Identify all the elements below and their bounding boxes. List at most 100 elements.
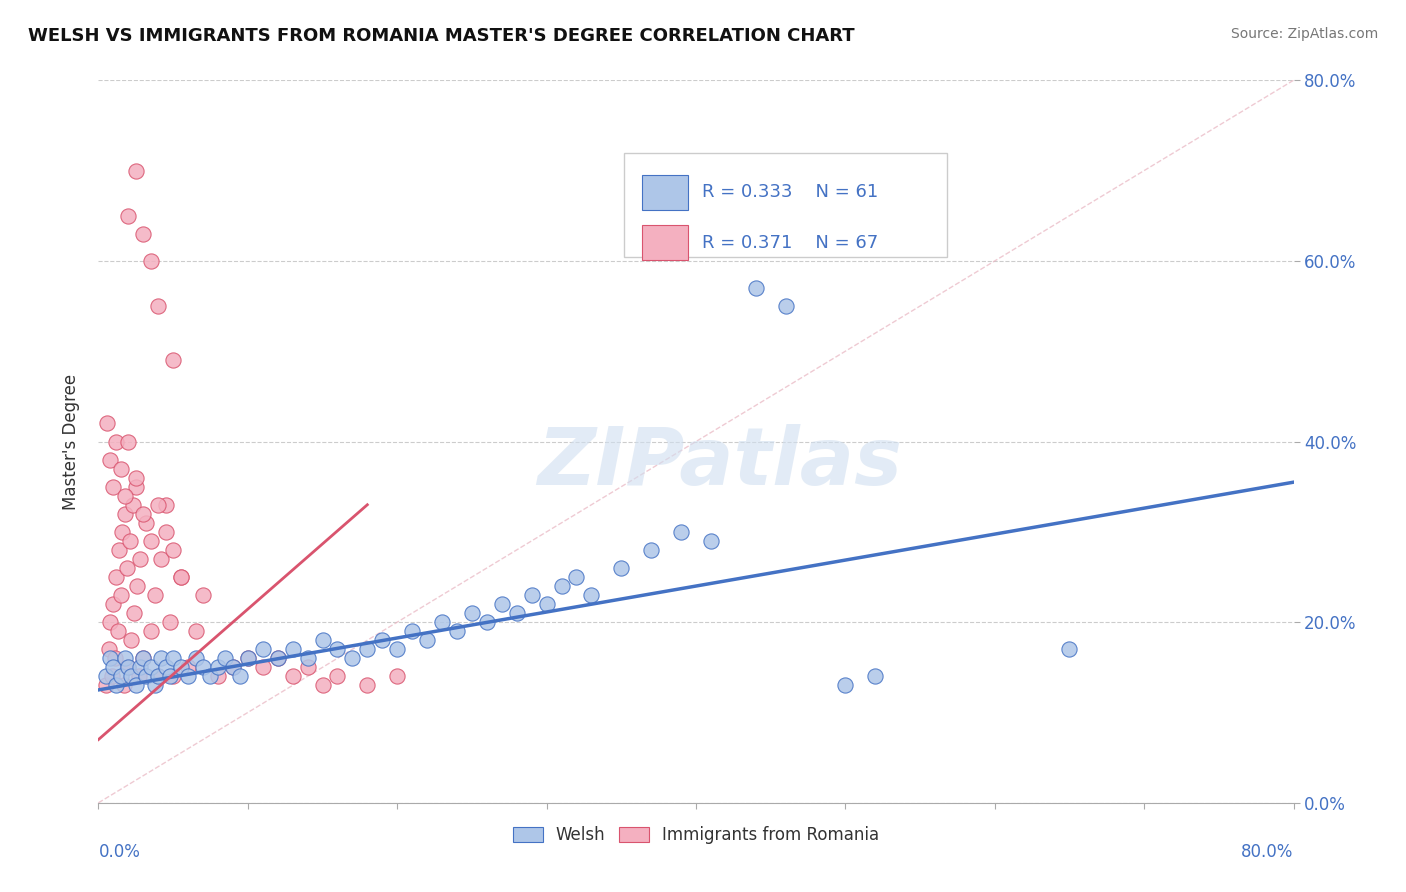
Point [236, 651, 259, 665]
Point [129, 660, 152, 674]
Point [135, 516, 157, 530]
FancyBboxPatch shape [643, 175, 688, 210]
Point [150, 651, 173, 665]
Point [267, 651, 290, 665]
Point [610, 561, 633, 575]
Point [139, 533, 162, 548]
Point [536, 597, 558, 611]
Point [103, 597, 125, 611]
Point [117, 209, 139, 223]
Point [669, 524, 692, 539]
Point [98, 651, 122, 665]
Point [159, 669, 181, 683]
Point [401, 624, 423, 639]
Point [114, 651, 136, 665]
Point [267, 651, 290, 665]
Point [207, 660, 229, 674]
Point [169, 660, 191, 674]
Point [184, 624, 207, 639]
Point [94, 678, 117, 692]
Point [207, 669, 229, 683]
Point [162, 651, 184, 665]
Point [177, 669, 200, 683]
Point [96, 417, 118, 431]
Point [326, 669, 349, 683]
Point [132, 651, 155, 665]
Point [461, 606, 484, 620]
Point [128, 669, 150, 683]
Point [430, 615, 453, 630]
Point [121, 498, 143, 512]
Point [342, 651, 364, 665]
Point [356, 642, 378, 657]
Point [104, 651, 127, 665]
Point [775, 299, 797, 313]
Point [125, 163, 148, 178]
Point [222, 660, 245, 674]
Point [110, 461, 132, 475]
Point [148, 669, 170, 683]
Point [139, 660, 162, 674]
Point [110, 669, 132, 683]
Point [385, 669, 409, 683]
Point [108, 542, 131, 557]
Point [297, 660, 319, 674]
Point [117, 434, 139, 449]
Point [117, 660, 139, 674]
Point [520, 588, 543, 602]
Point [148, 498, 170, 512]
Point [139, 624, 162, 639]
Point [311, 633, 333, 648]
Point [326, 642, 349, 657]
Point [98, 452, 122, 467]
Point [101, 669, 124, 683]
Point [139, 254, 162, 268]
Point [105, 434, 128, 449]
Point [110, 588, 132, 602]
Point [550, 579, 572, 593]
Point [155, 660, 177, 674]
Point [446, 624, 468, 639]
Point [745, 281, 768, 295]
Point [416, 633, 439, 648]
Point [125, 480, 148, 494]
Point [148, 299, 170, 313]
Point [120, 669, 142, 683]
FancyBboxPatch shape [643, 226, 688, 260]
Point [125, 471, 148, 485]
Point [155, 524, 177, 539]
Point [184, 651, 207, 665]
Point [117, 660, 139, 674]
Point [143, 588, 166, 602]
Text: WELSH VS IMMIGRANTS FROM ROMANIA MASTER'S DEGREE CORRELATION CHART: WELSH VS IMMIGRANTS FROM ROMANIA MASTER'… [28, 27, 855, 45]
Text: ZIPatlas: ZIPatlas [537, 425, 903, 502]
Point [105, 570, 128, 584]
Text: 80.0%: 80.0% [1241, 843, 1294, 861]
Point [252, 660, 274, 674]
Point [115, 561, 138, 575]
Y-axis label: Master's Degree: Master's Degree [62, 374, 80, 509]
Point [118, 533, 141, 548]
Point [865, 669, 887, 683]
Point [94, 669, 117, 683]
Point [834, 678, 856, 692]
Point [214, 651, 236, 665]
Point [114, 507, 136, 521]
Point [222, 660, 245, 674]
Point [127, 579, 149, 593]
Point [191, 588, 214, 602]
Point [297, 651, 319, 665]
Point [112, 678, 135, 692]
Point [311, 678, 333, 692]
Point [640, 542, 662, 557]
FancyBboxPatch shape [624, 153, 948, 257]
Point [475, 615, 498, 630]
Point [506, 606, 529, 620]
Point [491, 597, 513, 611]
Point [581, 588, 603, 602]
Text: R = 0.371    N = 67: R = 0.371 N = 67 [702, 234, 879, 252]
Point [281, 669, 304, 683]
Point [103, 660, 125, 674]
Point [98, 615, 122, 630]
Point [162, 353, 184, 368]
